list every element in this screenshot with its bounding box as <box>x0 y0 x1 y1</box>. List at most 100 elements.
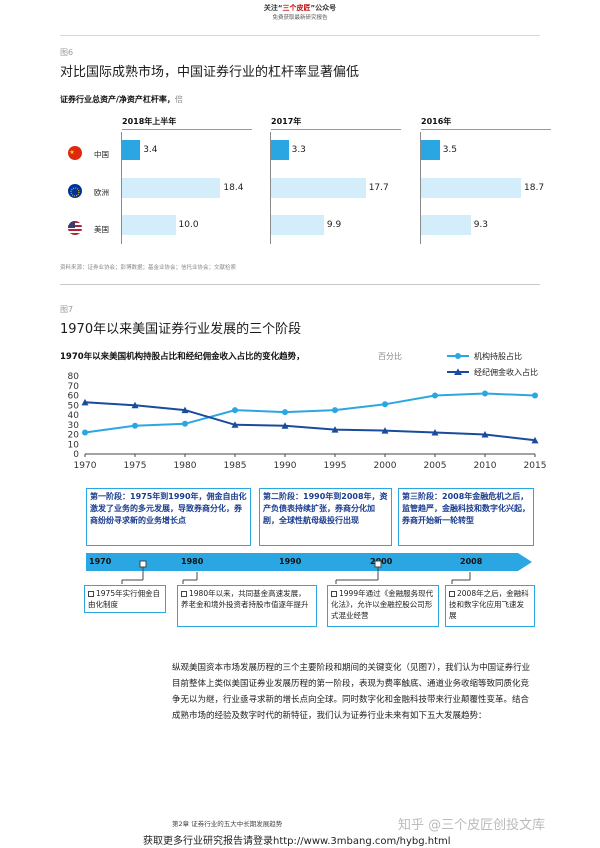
x-tick-label: 1975 <box>124 461 147 471</box>
country-label-europe: 欧洲 <box>94 188 109 197</box>
bar-2-1 <box>271 215 324 235</box>
axis-2016 <box>420 132 421 244</box>
y-tick-label: 20 <box>68 431 80 441</box>
legend-brokerage-commission: 经纪佣金收入占比 <box>474 367 538 377</box>
figure6-title: 对比国际成熟市场，中国证券行业的杠杆率显著偏低 <box>60 65 360 80</box>
timeline-year-1980: 1980 <box>181 557 204 566</box>
y-tick-label: 10 <box>68 440 80 450</box>
series-point-0 <box>232 407 238 414</box>
figure7-label: 图7 <box>60 305 74 314</box>
promo-header-highlight: 三个皮匠 <box>282 4 311 12</box>
bar-0-2 <box>421 140 440 160</box>
chapter-footer: 第2章 证券行业的五大中长期发展趋势 <box>172 820 283 828</box>
series-point-0 <box>382 401 388 408</box>
event-bullet-icon <box>331 591 337 597</box>
bar-0-0 <box>122 140 141 160</box>
axis-2018h1 <box>121 132 122 244</box>
series-point-1 <box>531 436 539 444</box>
series-point-0 <box>482 390 488 397</box>
eu-flag-icon <box>68 184 82 198</box>
series-point-0 <box>432 392 438 399</box>
y-tick-label: 40 <box>68 411 80 421</box>
us-flag-icon <box>68 221 82 235</box>
event-bullet-icon <box>88 591 94 597</box>
series-line-1 <box>84 401 536 442</box>
figure6-label: 图6 <box>60 48 74 57</box>
event-1975: 1975年实行佣金自由化制度 <box>84 585 166 613</box>
stage-3-box: 第三阶段：2008年金融危机之后，监管趋严，金融科技和数字化兴起，券商开始新一轮… <box>398 488 534 546</box>
bar-value-label: 3.5 <box>442 145 458 155</box>
series-point-1 <box>81 398 89 406</box>
period-underline-2018h1 <box>122 129 252 130</box>
x-tick-label: 2010 <box>474 461 497 471</box>
series-point-1 <box>181 406 189 414</box>
figure6-subtitle: 证券行业总资产/净资产杠杆率，倍 <box>60 94 183 105</box>
bar-1-2 <box>421 178 521 198</box>
country-label-china: 中国 <box>94 150 109 159</box>
event-2008-text: 2008年之后，金融科技和数字化应用飞速发展 <box>449 589 529 620</box>
timeline-year-1990: 1990 <box>279 557 302 566</box>
event-1980-text: 1980年以来，共同基金高速发展，养老金和境外投资者持股市值逐年提升 <box>181 589 309 609</box>
x-tick-label: 1990 <box>274 461 297 471</box>
series-point-0 <box>332 407 338 414</box>
event-1975-text: 1975年实行佣金自由化制度 <box>88 589 161 609</box>
event-1980: 1980年以来，共同基金高速发展，养老金和境外投资者持股市值逐年提升 <box>177 585 317 627</box>
series-point-1 <box>381 427 389 434</box>
timeline-bar <box>86 553 518 571</box>
y-tick-label: 50 <box>68 401 80 411</box>
line-chart-title: 1970年以来美国机构持股占比和经纪佣金收入占比的变化趋势， <box>60 351 305 362</box>
zhihu-watermark: 知乎 @三个皮匠创投文库 <box>398 818 546 833</box>
bar-value-label: 9.9 <box>326 220 342 230</box>
event-1999: 1999年通过《金融服务现代化法》，允许以金融控股公司形式混业经营 <box>327 585 439 627</box>
bar-1-1 <box>271 178 366 198</box>
download-footer: 获取更多行业研究报告请登录http://www.3mbang.com/hybg.… <box>143 836 451 847</box>
bar-2-2 <box>421 215 471 235</box>
bar-value-label: 9.3 <box>473 220 489 230</box>
timeline-connectors <box>121 560 471 584</box>
y-tick-label: 30 <box>68 421 80 431</box>
series-point-1 <box>281 422 289 429</box>
promo-header-suffix: ”公众号 <box>310 4 337 12</box>
y-tick-label: 60 <box>68 392 80 402</box>
figure6-unit: 倍 <box>174 95 183 104</box>
legend-marker-institutional <box>455 353 461 359</box>
x-tick-label: 1970 <box>74 461 97 471</box>
country-label-usa: 美国 <box>94 225 109 234</box>
bar-value-label: 3.4 <box>143 145 158 155</box>
x-tick-label: 1985 <box>224 461 247 471</box>
series-line-0 <box>84 392 536 434</box>
x-tick-label: 2015 <box>524 461 547 471</box>
bar-value-label: 3.3 <box>291 145 306 155</box>
bar-value-label: 17.7 <box>368 183 389 193</box>
series-point-0 <box>282 409 288 416</box>
series-point-1 <box>331 426 339 433</box>
x-tick-label: 2005 <box>424 461 447 471</box>
series-point-0 <box>82 429 88 436</box>
event-bullet-icon <box>181 591 187 597</box>
bar-0-1 <box>271 140 289 160</box>
period-underline-2017 <box>271 129 401 130</box>
bar-1-0 <box>122 178 221 198</box>
series-point-0 <box>132 422 138 429</box>
legend-marker-brokerage <box>454 368 462 375</box>
period-header-2018h1: 2018年上半年 <box>122 117 177 126</box>
figure6-source: 资料来源：证券业协会；彭博数据；基金业协会；信托业协会；文献检索 <box>60 265 237 271</box>
figure6-subtitle-text: 证券行业总资产/净资产杠杆率， <box>60 95 175 104</box>
stage-1-box: 第一阶段：1975年到1990年，佣金自由化激发了业务的多元发展，导致券商分化，… <box>86 488 251 546</box>
timeline-year-2008: 2008 <box>460 557 483 566</box>
y-tick-label: 70 <box>68 382 80 392</box>
figure-divider <box>60 284 540 285</box>
axis-2017 <box>270 132 271 244</box>
series-point-1 <box>481 431 489 438</box>
promo-subheader: 免费获取最新研究报告 <box>272 15 328 21</box>
line-chart-unit: 百分比 <box>378 351 402 361</box>
y-tick-label: 80 <box>68 372 80 382</box>
body-paragraph: 纵观美国资本市场发展历程的三个主要阶段和期间的关键变化（见图7），我们认为中国证… <box>172 663 531 721</box>
legend-institutional-holding: 机构持股占比 <box>474 351 522 361</box>
top-divider <box>60 35 540 36</box>
series-point-1 <box>131 401 139 409</box>
series-point-1 <box>231 421 239 428</box>
period-underline-2016 <box>421 129 551 130</box>
x-tick-label: 1995 <box>324 461 347 471</box>
bar-2-0 <box>122 215 176 235</box>
